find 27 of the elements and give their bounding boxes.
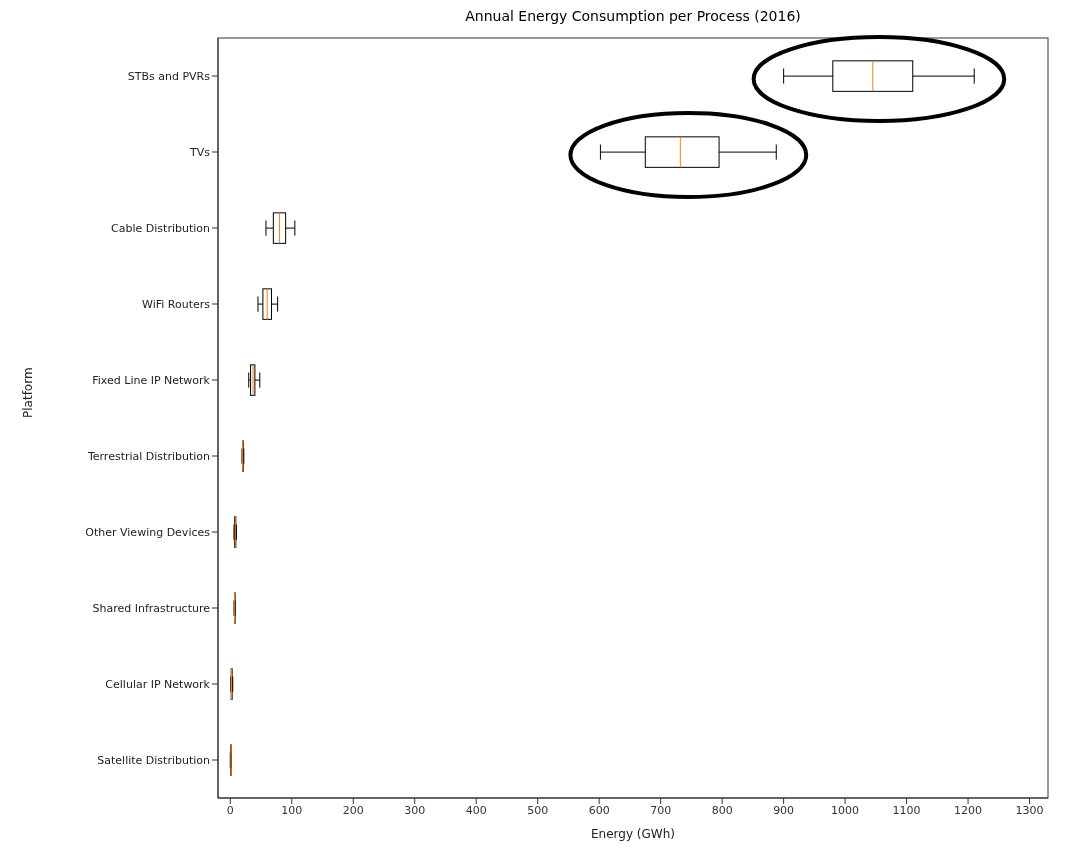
x-tick-label: 500 <box>527 803 549 817</box>
y-tick-label: WiFi Routers <box>142 297 211 311</box>
y-tick-label: Fixed Line IP Network <box>92 373 211 387</box>
x-tick-label: 300 <box>404 803 426 817</box>
x-tick-label: 400 <box>465 803 487 817</box>
x-tick-label: 700 <box>650 803 672 817</box>
y-tick-label: Shared Infrastructure <box>92 601 211 615</box>
y-tick-label: Satellite Distribution <box>97 753 211 767</box>
y-tick-label: Cable Distribution <box>111 221 211 235</box>
x-tick-label: 600 <box>588 803 610 817</box>
x-tick-label: 900 <box>773 803 795 817</box>
y-axis-title: Platform <box>21 367 36 418</box>
x-tick-label: 1200 <box>954 803 983 817</box>
y-tick-label: Cellular IP Network <box>105 677 211 691</box>
y-tick-label: STBs and PVRs <box>127 69 211 83</box>
y-tick-label: TVs <box>189 145 211 159</box>
x-tick-label: 1100 <box>892 803 921 817</box>
x-tick-label: 0 <box>226 803 234 817</box>
x-tick-label: 200 <box>342 803 364 817</box>
y-tick-label: Terrestrial Distribution <box>86 449 211 463</box>
x-tick-label: 1000 <box>831 803 860 817</box>
y-tick-label: Other Viewing Devices <box>85 525 211 539</box>
x-tick-label: 1300 <box>1015 803 1044 817</box>
x-tick-label: 800 <box>711 803 733 817</box>
x-axis-title: Energy (GWh) <box>591 827 675 841</box>
chart-title: Annual Energy Consumption per Process (2016) <box>464 8 802 26</box>
x-tick-label: 100 <box>281 803 303 817</box>
